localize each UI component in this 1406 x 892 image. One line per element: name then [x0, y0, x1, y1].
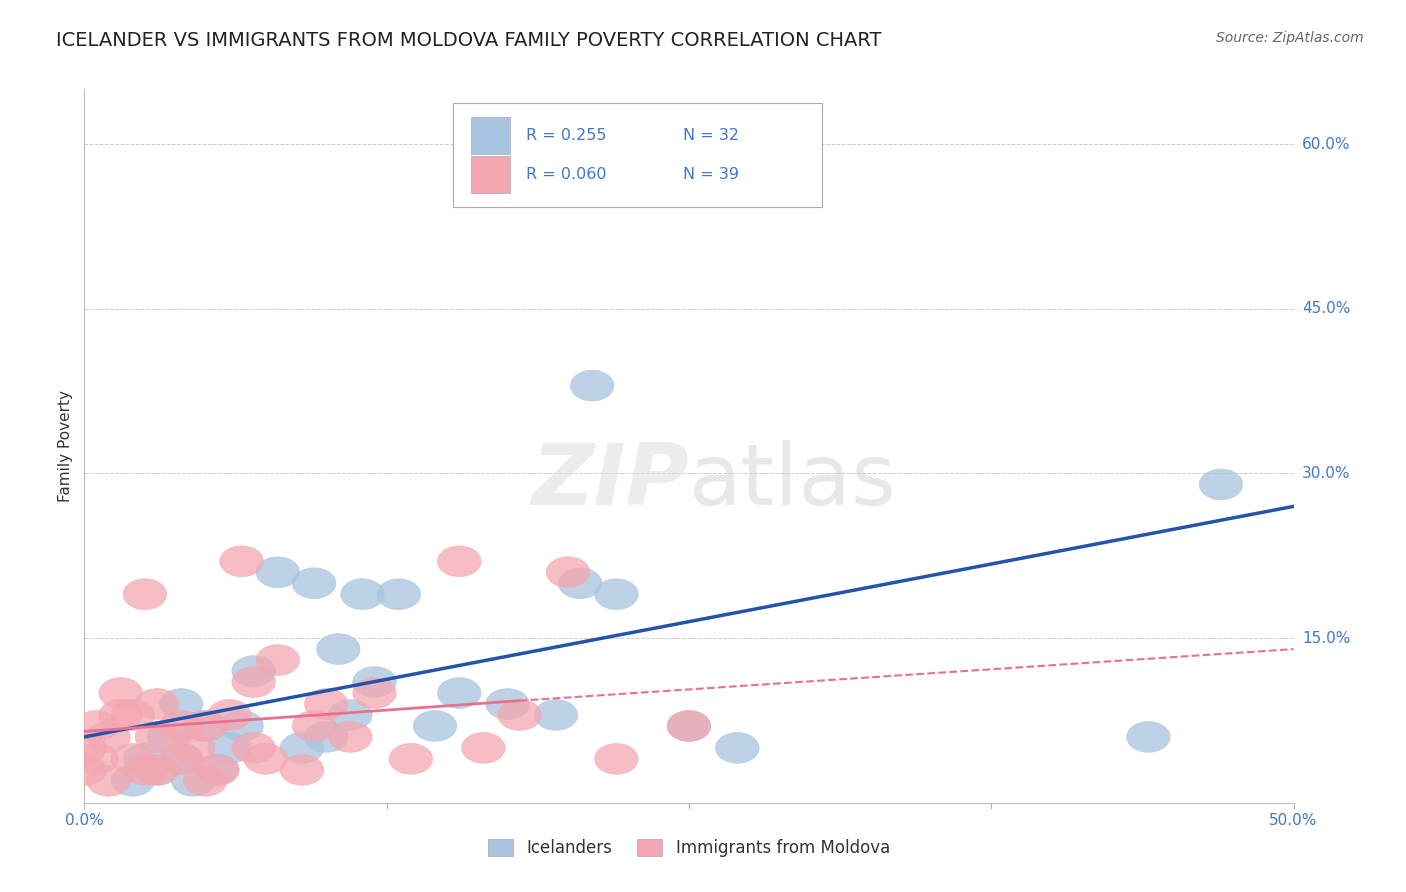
Ellipse shape	[75, 711, 118, 741]
Ellipse shape	[1126, 722, 1170, 752]
Ellipse shape	[63, 732, 105, 764]
Text: N = 39: N = 39	[683, 168, 740, 182]
Ellipse shape	[1199, 469, 1243, 500]
Ellipse shape	[329, 722, 373, 752]
Bar	[471, 156, 510, 194]
Ellipse shape	[292, 711, 336, 741]
Text: N = 32: N = 32	[683, 128, 740, 143]
Ellipse shape	[232, 656, 276, 687]
Ellipse shape	[353, 678, 396, 708]
Ellipse shape	[232, 666, 276, 698]
Legend: Icelanders, Immigrants from Moldova: Icelanders, Immigrants from Moldova	[479, 831, 898, 866]
Ellipse shape	[389, 744, 433, 774]
Ellipse shape	[498, 699, 541, 731]
Ellipse shape	[716, 732, 759, 764]
Ellipse shape	[219, 711, 263, 741]
Ellipse shape	[219, 546, 263, 576]
Ellipse shape	[595, 744, 638, 774]
Ellipse shape	[305, 689, 347, 719]
Text: Source: ZipAtlas.com: Source: ZipAtlas.com	[1216, 31, 1364, 45]
Ellipse shape	[124, 744, 166, 774]
Ellipse shape	[340, 579, 384, 609]
Ellipse shape	[87, 765, 131, 797]
Ellipse shape	[184, 711, 226, 741]
Ellipse shape	[135, 755, 179, 785]
Ellipse shape	[184, 765, 226, 797]
Text: 30.0%: 30.0%	[1302, 466, 1350, 481]
Text: R = 0.060: R = 0.060	[526, 168, 606, 182]
Ellipse shape	[316, 633, 360, 665]
Text: atlas: atlas	[689, 440, 897, 524]
Ellipse shape	[245, 744, 287, 774]
Y-axis label: Family Poverty: Family Poverty	[58, 390, 73, 502]
Ellipse shape	[124, 755, 166, 785]
Ellipse shape	[195, 755, 239, 785]
Ellipse shape	[87, 722, 131, 752]
Text: ZIP: ZIP	[531, 440, 689, 524]
Ellipse shape	[305, 722, 347, 752]
Ellipse shape	[63, 755, 105, 785]
Ellipse shape	[172, 765, 215, 797]
Ellipse shape	[595, 579, 638, 609]
Ellipse shape	[111, 744, 155, 774]
Ellipse shape	[280, 755, 323, 785]
Ellipse shape	[486, 689, 529, 719]
Bar	[471, 117, 510, 154]
Text: ICELANDER VS IMMIGRANTS FROM MOLDOVA FAMILY POVERTY CORRELATION CHART: ICELANDER VS IMMIGRANTS FROM MOLDOVA FAM…	[56, 31, 882, 50]
Ellipse shape	[558, 568, 602, 599]
Ellipse shape	[135, 722, 179, 752]
FancyBboxPatch shape	[453, 103, 823, 207]
Ellipse shape	[159, 744, 202, 774]
Ellipse shape	[172, 732, 215, 764]
Ellipse shape	[280, 732, 323, 764]
Ellipse shape	[124, 579, 166, 609]
Ellipse shape	[148, 722, 191, 752]
Ellipse shape	[256, 645, 299, 675]
Ellipse shape	[208, 732, 252, 764]
Ellipse shape	[232, 732, 276, 764]
Ellipse shape	[98, 678, 142, 708]
Ellipse shape	[292, 568, 336, 599]
Ellipse shape	[413, 711, 457, 741]
Ellipse shape	[329, 699, 373, 731]
Ellipse shape	[98, 699, 142, 731]
Ellipse shape	[353, 666, 396, 698]
Ellipse shape	[437, 546, 481, 576]
Ellipse shape	[111, 765, 155, 797]
Ellipse shape	[256, 557, 299, 588]
Text: 15.0%: 15.0%	[1302, 631, 1350, 646]
Ellipse shape	[668, 711, 710, 741]
Ellipse shape	[135, 689, 179, 719]
Ellipse shape	[208, 699, 252, 731]
Text: 60.0%: 60.0%	[1302, 136, 1350, 152]
Ellipse shape	[461, 732, 505, 764]
Ellipse shape	[534, 699, 578, 731]
Ellipse shape	[571, 370, 614, 401]
Ellipse shape	[377, 579, 420, 609]
Ellipse shape	[668, 711, 710, 741]
Ellipse shape	[75, 744, 118, 774]
Text: 45.0%: 45.0%	[1302, 301, 1350, 317]
Ellipse shape	[111, 699, 155, 731]
Ellipse shape	[184, 711, 226, 741]
Ellipse shape	[195, 755, 239, 785]
Ellipse shape	[159, 744, 202, 774]
Ellipse shape	[159, 711, 202, 741]
Ellipse shape	[135, 755, 179, 785]
Ellipse shape	[159, 689, 202, 719]
Ellipse shape	[437, 678, 481, 708]
Text: R = 0.255: R = 0.255	[526, 128, 606, 143]
Ellipse shape	[547, 557, 589, 588]
